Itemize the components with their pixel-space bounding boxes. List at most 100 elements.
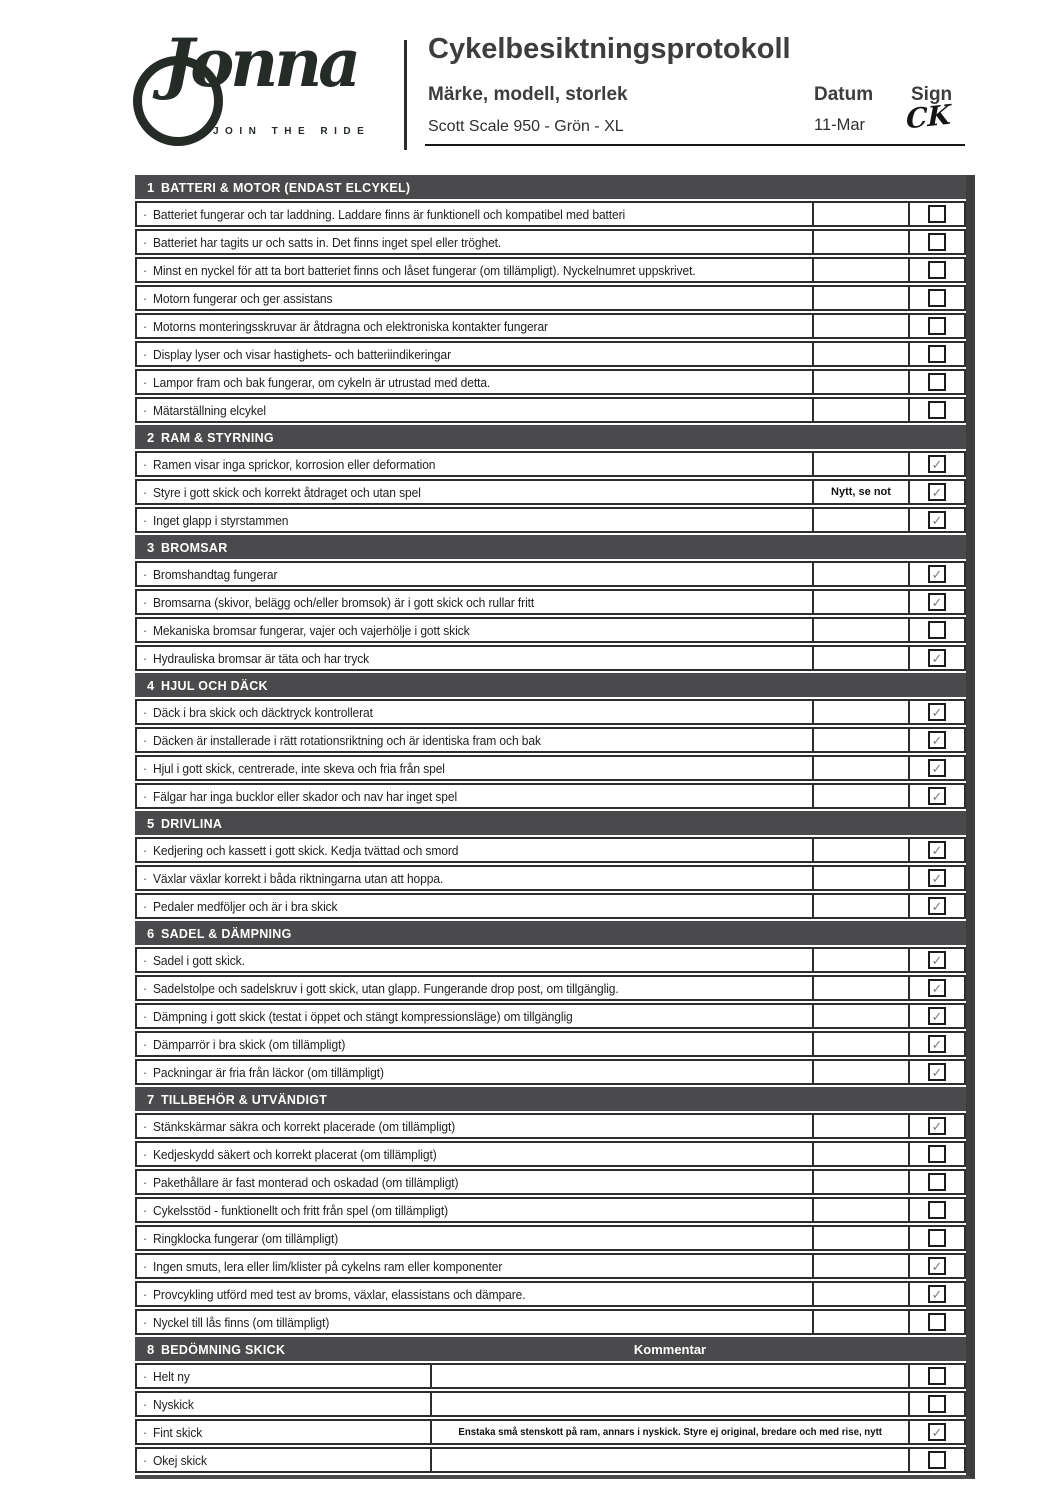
checkbox[interactable] (928, 1229, 946, 1247)
note-cell (812, 1311, 908, 1333)
bullet-icon: · (142, 1008, 148, 1024)
checkbox[interactable]: ✓ (928, 483, 946, 501)
checkbox[interactable] (928, 1145, 946, 1163)
checkbox[interactable]: ✓ (928, 649, 946, 667)
checkbox[interactable] (928, 1451, 946, 1469)
row-label: Provcykling utförd med test av broms, vä… (153, 1286, 526, 1302)
row-label: Lampor fram och bak fungerar, om cykeln … (153, 374, 491, 390)
checkbox[interactable]: ✓ (928, 1007, 946, 1025)
checkbox[interactable]: ✓ (928, 897, 946, 915)
checkbox[interactable]: ✓ (928, 511, 946, 529)
checkbox[interactable]: ✓ (928, 731, 946, 749)
checkbox[interactable] (928, 401, 946, 419)
comment-text: Enstaka små stenskott på ram, annars i n… (458, 1426, 882, 1438)
checkbox-cell (908, 259, 964, 281)
checkbox[interactable] (928, 205, 946, 223)
checklist-row: · Dämparrör i bra skick (om tillämpligt) ✓ (135, 1031, 966, 1057)
checkbox[interactable]: ✓ (928, 869, 946, 887)
checkbox[interactable] (928, 621, 946, 639)
bullet-icon: · (142, 1036, 148, 1052)
checkbox[interactable] (928, 1201, 946, 1219)
checkbox-cell (908, 1171, 964, 1193)
checkbox[interactable] (928, 1313, 946, 1331)
checkbox[interactable]: ✓ (928, 1063, 946, 1081)
checkbox[interactable] (928, 289, 946, 307)
checkbox-cell: ✓ (908, 563, 964, 585)
row-label: Sadel i gott skick. (153, 952, 245, 968)
checklist-row: · Sadel i gott skick. ✓ (135, 947, 966, 973)
note-cell (812, 1005, 908, 1027)
checkbox-cell: ✓ (908, 977, 964, 999)
checklist-row: · Styre i gott skick och korrekt åtdraget… (135, 479, 966, 505)
checkbox[interactable]: ✓ (928, 1285, 946, 1303)
checkbox-cell: ✓ (908, 509, 964, 531)
checkbox-cell (908, 287, 964, 309)
checkbox[interactable]: ✓ (928, 951, 946, 969)
checkbox-cell (908, 1365, 964, 1387)
comment-cell[interactable] (432, 1393, 908, 1415)
bullet-icon: · (142, 262, 148, 278)
checkbox[interactable] (928, 373, 946, 391)
checklist-row: · Cykelsstöd - funktionellt och fritt frå… (135, 1197, 966, 1223)
checklist-row: · Bromsarna (skivor, belägg och/eller bro… (135, 589, 966, 615)
checklist-row: · Packningar är fria från läckor (om till… (135, 1059, 966, 1085)
checklist-row: · Minst en nyckel för att ta bort batteri… (135, 257, 966, 283)
checklist-row: · Dämpning i gott skick (testat i öppet o… (135, 1003, 966, 1029)
checkbox[interactable]: ✓ (928, 1257, 946, 1275)
row-label: Inget glapp i styrstammen (153, 512, 289, 528)
checkbox[interactable]: ✓ (928, 1035, 946, 1053)
comment-cell[interactable] (432, 1449, 908, 1471)
item-text-cell: · Ramen visar inga sprickor, korrosion el… (137, 453, 812, 475)
assessment-label-cell: · Okej skick (137, 1449, 432, 1471)
checkbox[interactable]: ✓ (928, 565, 946, 583)
checkbox[interactable]: ✓ (928, 1117, 946, 1135)
checkbox-cell (908, 1143, 964, 1165)
item-text-cell: · Ingen smuts, lera eller lim/klister på … (137, 1255, 812, 1277)
bullet-icon: · (142, 1230, 148, 1246)
checkbox[interactable] (928, 317, 946, 335)
row-label: Okej skick (153, 1452, 207, 1468)
checkbox-cell (908, 315, 964, 337)
checklist-row: · Däcken är installerade i rätt rotations… (135, 727, 966, 753)
checkbox[interactable]: ✓ (928, 841, 946, 859)
bullet-icon: · (142, 1146, 148, 1162)
bullet-icon: · (142, 512, 148, 528)
checkbox[interactable]: ✓ (928, 593, 946, 611)
note-cell (812, 867, 908, 889)
checkbox[interactable] (928, 1367, 946, 1385)
note-cell (812, 949, 908, 971)
item-text-cell: · Display lyser och visar hastighets- och… (137, 343, 812, 365)
comment-cell[interactable]: Enstaka små stenskott på ram, annars i n… (432, 1421, 908, 1443)
note-cell (812, 1255, 908, 1277)
note-cell (812, 399, 908, 421)
section-number: 4 (147, 677, 155, 693)
checkbox[interactable]: ✓ (928, 455, 946, 473)
section-number: 5 (147, 815, 155, 831)
checkbox[interactable]: ✓ (928, 787, 946, 805)
checkbox[interactable]: ✓ (928, 703, 946, 721)
note-cell (812, 259, 908, 281)
row-label: Minst en nyckel för att ta bort batterie… (153, 262, 696, 278)
checkbox-cell (908, 203, 964, 225)
checkbox[interactable] (928, 261, 946, 279)
row-label: Stänkskärmar säkra och korrekt placerade… (153, 1118, 456, 1134)
checklist-table: 1 BATTERI & MOTOR (ENDAST ELCYKEL) · Batter… (135, 175, 975, 1479)
checkbox[interactable] (928, 233, 946, 251)
section-header: 6 SADEL & DÄMPNING (135, 921, 966, 945)
checkbox[interactable]: ✓ (928, 759, 946, 777)
logo-tagline: JOIN THE RIDE (213, 126, 371, 137)
checkbox-cell: ✓ (908, 1255, 964, 1277)
checkbox-cell: ✓ (908, 647, 964, 669)
checkbox[interactable]: ✓ (928, 979, 946, 997)
row-label: Hydrauliska bromsar är täta och har tryc… (153, 650, 370, 666)
section-number: 3 (147, 539, 155, 555)
comment-cell[interactable] (432, 1365, 908, 1387)
checkbox[interactable]: ✓ (928, 1423, 946, 1441)
checkbox[interactable] (928, 1173, 946, 1191)
row-label: Motorns monteringsskruvar är åtdragna oc… (153, 318, 548, 334)
checklist-row: · Stänkskärmar säkra och korrekt placerad… (135, 1113, 966, 1139)
row-label: Batteriet fungerar och tar laddning. Lad… (153, 206, 626, 222)
checkbox[interactable] (928, 345, 946, 363)
checkbox-cell (908, 343, 964, 365)
checkbox[interactable] (928, 1395, 946, 1413)
